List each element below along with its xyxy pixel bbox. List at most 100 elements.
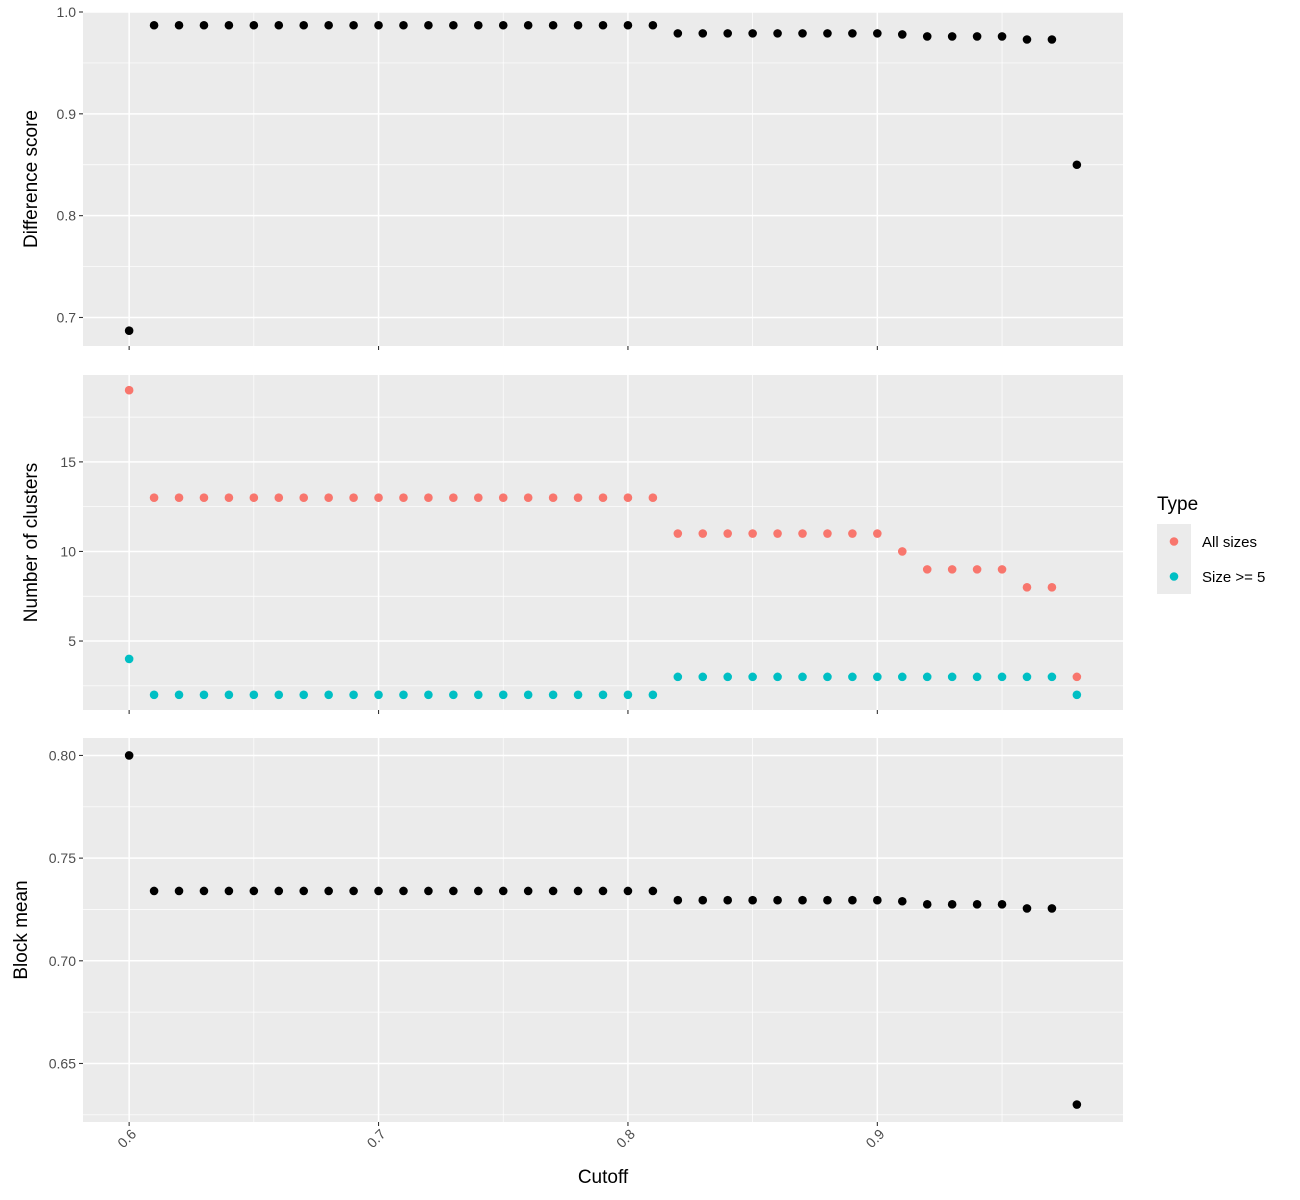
y-tick-label: 0.7 <box>57 309 77 325</box>
panels-layer: 0.7 0.8 0.9 1.0 Difference score 5 10 15 Number … <box>11 4 1123 1126</box>
data-point <box>299 20 309 30</box>
data-point <box>723 672 733 682</box>
data-point <box>823 529 832 538</box>
data-point <box>773 895 782 905</box>
data-point <box>873 29 882 38</box>
legend-label-all-sizes: All sizes <box>1202 534 1257 551</box>
data-point <box>673 529 683 538</box>
data-point <box>997 900 1007 909</box>
data-point <box>424 690 433 700</box>
data-point <box>299 886 309 896</box>
data-point <box>399 493 408 503</box>
x-axis-title: Cutoff <box>578 1167 629 1188</box>
data-point <box>773 529 782 538</box>
data-point <box>548 20 558 30</box>
data-point <box>124 654 134 664</box>
data-point <box>648 690 658 700</box>
data-point <box>698 895 708 905</box>
panel-difference-score-background <box>83 12 1123 346</box>
x-axis: 0.6 0.7 0.8 0.9 <box>114 1126 887 1151</box>
data-point <box>523 690 533 700</box>
data-point <box>798 895 807 905</box>
data-point <box>473 690 483 700</box>
y-tick-label: 0.80 <box>49 747 76 763</box>
panel-number-of-clusters: 5 10 15 Number of clusters <box>21 375 1123 714</box>
data-point <box>897 672 907 682</box>
panel-number-of-clusters-y-axis-title: Number of clusters <box>21 463 42 622</box>
data-point <box>374 20 383 30</box>
y-tick-label: 0.65 <box>49 1055 76 1071</box>
data-point <box>947 565 957 574</box>
data-point <box>823 29 832 38</box>
data-point <box>1072 1100 1082 1109</box>
legend-title: Type <box>1157 494 1198 515</box>
data-point <box>972 565 982 574</box>
data-point <box>349 690 358 700</box>
data-point <box>449 493 458 503</box>
series-size-5 <box>124 654 1082 700</box>
data-point <box>748 672 757 682</box>
series-difference-score <box>124 20 1082 336</box>
data-point <box>947 900 957 909</box>
data-point <box>873 672 882 682</box>
data-point <box>274 20 284 30</box>
data-point <box>399 20 408 30</box>
data-point <box>698 29 708 38</box>
data-point <box>174 886 184 896</box>
data-point <box>548 690 558 700</box>
series-block-mean <box>124 751 1082 1109</box>
data-point <box>199 690 209 700</box>
data-point <box>648 493 658 503</box>
data-point <box>922 32 932 41</box>
data-point <box>848 895 857 905</box>
series-all-sizes <box>124 385 1082 682</box>
data-point <box>523 20 533 30</box>
x-tick-label: 0.9 <box>862 1126 887 1151</box>
data-point <box>698 672 708 682</box>
data-point <box>324 20 333 30</box>
data-point <box>723 29 733 38</box>
data-point <box>972 900 982 909</box>
data-point <box>174 493 184 503</box>
legend-marker-all-sizes <box>1169 537 1179 546</box>
data-point <box>723 529 733 538</box>
legend-label-size-5: Size >= 5 <box>1202 569 1265 586</box>
data-point <box>598 886 608 896</box>
data-point <box>548 886 558 896</box>
data-point <box>748 895 757 905</box>
data-point <box>349 493 358 503</box>
data-point <box>374 886 383 896</box>
data-point <box>922 900 932 909</box>
data-point <box>174 690 184 700</box>
data-point <box>1022 582 1032 592</box>
data-point <box>623 690 633 700</box>
data-point <box>897 547 907 556</box>
data-point <box>299 690 309 700</box>
data-point <box>848 29 857 38</box>
data-point <box>224 20 234 30</box>
data-point <box>224 493 234 503</box>
y-tick-label: 0.70 <box>49 953 76 969</box>
data-point <box>124 326 134 336</box>
data-point <box>773 672 782 682</box>
data-point <box>249 493 259 503</box>
data-point <box>648 20 658 30</box>
y-tick-label: 0.75 <box>49 850 76 866</box>
data-point <box>848 529 857 538</box>
y-tick-label: 0.9 <box>57 106 77 122</box>
data-point <box>947 672 957 682</box>
data-point <box>449 690 458 700</box>
panel-block-mean-background <box>83 738 1123 1122</box>
data-point <box>1072 672 1082 682</box>
data-point <box>947 32 957 41</box>
data-point <box>623 886 633 896</box>
data-point <box>623 20 633 30</box>
data-point <box>873 529 882 538</box>
data-point <box>673 672 683 682</box>
data-point <box>224 690 234 700</box>
data-point <box>972 32 982 41</box>
data-point <box>349 20 358 30</box>
data-point <box>873 895 882 905</box>
data-point <box>424 493 433 503</box>
data-point <box>124 751 134 760</box>
